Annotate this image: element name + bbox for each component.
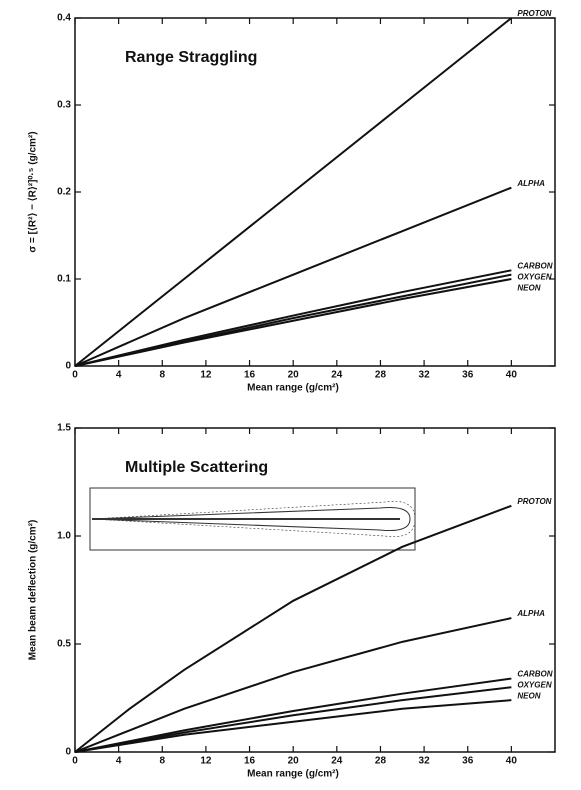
x-tick-label: 12: [200, 756, 212, 767]
y-tick-label: 0.3: [57, 100, 71, 111]
x-tick-label: 8: [159, 756, 165, 767]
annotation: Multiple Scattering: [125, 459, 268, 476]
x-tick-label: 24: [331, 370, 343, 381]
series-label: NEON: [517, 283, 540, 292]
series-line: [74, 17, 512, 367]
y-tick-label: 0.2: [57, 187, 71, 198]
x-tick-label: 0: [72, 756, 78, 767]
x-tick-label: 32: [419, 370, 431, 381]
x-tick-label: 0: [72, 370, 78, 381]
y-tick-label: 1.5: [57, 423, 71, 434]
series-line: [74, 699, 512, 753]
x-tick-label: 12: [200, 370, 212, 381]
series-label: NEON: [517, 692, 540, 701]
x-tick-label: 36: [462, 370, 474, 381]
series-line: [74, 269, 512, 367]
inset: [89, 487, 416, 551]
x-tick-label: 36: [462, 756, 474, 767]
x-tick-label: 20: [288, 756, 300, 767]
x-tick-label: 4: [116, 370, 122, 381]
x-tick-label: 24: [331, 756, 343, 767]
x-tick-label: 40: [506, 756, 518, 767]
plot-frame: [74, 427, 556, 753]
x-tick-label: 16: [244, 756, 256, 767]
y-tick-label: 0: [65, 361, 71, 372]
x-tick-label: 32: [419, 756, 431, 767]
x-tick-label: 8: [159, 370, 165, 381]
y-axis-label: Mean beam deflection (g/cm²): [28, 520, 39, 661]
series-label: PROTON: [517, 497, 551, 506]
x-tick-label: 28: [375, 370, 387, 381]
x-tick-label: 40: [506, 370, 518, 381]
y-tick-label: 0: [65, 747, 71, 758]
series-label: CARBON: [517, 670, 552, 679]
y-tick-label: 0.1: [57, 274, 71, 285]
y-axis-label: σ = [⟨R²⟩ − ⟨R⟩²]⁰·⁵ (g/cm²): [28, 131, 39, 252]
y-tick-label: 1.0: [57, 531, 71, 542]
y-tick-label: 0.4: [57, 13, 71, 24]
series-label: ALPHA: [516, 179, 545, 188]
x-tick-label: 20: [288, 370, 300, 381]
x-tick-label: 28: [375, 756, 387, 767]
series-label: ALPHA: [516, 609, 545, 618]
series-line: [74, 504, 512, 753]
x-tick-label: 16: [244, 370, 256, 381]
y-tick-label: 0.5: [57, 639, 71, 650]
series-label: PROTON: [517, 9, 551, 18]
x-axis-label: Mean range (g/cm²): [247, 383, 339, 394]
x-axis-label: Mean range (g/cm²): [247, 769, 339, 780]
series-label: OXYGEN: [517, 272, 551, 281]
annotation: Range Straggling: [125, 49, 257, 66]
series-line: [74, 186, 512, 367]
series-line: [74, 278, 512, 367]
series-line: [74, 617, 512, 753]
series-label: OXYGEN: [517, 681, 551, 690]
x-tick-label: 4: [116, 756, 122, 767]
series-label: CARBON: [517, 261, 552, 270]
